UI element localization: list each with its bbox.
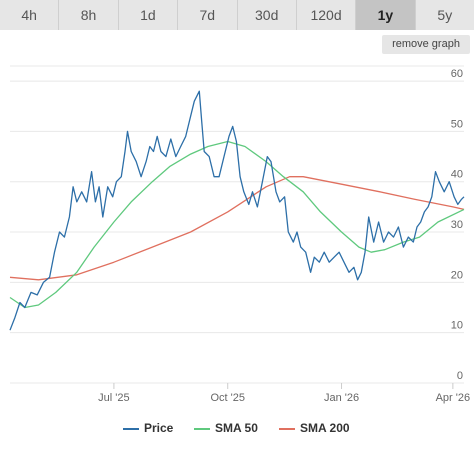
legend-label: SMA 50 (215, 421, 258, 435)
y-tick-label: 20 (451, 269, 463, 281)
series-line-price (9, 90, 465, 331)
y-axis-ticks: 0 10 20 30 40 50 60 (451, 68, 463, 382)
y-tick-label: 10 (451, 320, 463, 332)
remove-graph-button[interactable]: remove graph (382, 35, 470, 54)
legend-swatch (123, 428, 139, 430)
series-line-sma-200 (9, 176, 465, 281)
range-tab-8h[interactable]: 8h (59, 0, 119, 30)
y-tick-label: 0 (457, 370, 463, 382)
y-tick-label: 60 (451, 68, 463, 80)
gridlines (10, 65, 464, 384)
series-lines (9, 90, 465, 331)
range-tab-30d[interactable]: 30d (237, 0, 297, 30)
range-tab-7d[interactable]: 7d (178, 0, 238, 30)
range-tab-120d[interactable]: 120d (296, 0, 357, 30)
y-tick-label: 30 (451, 219, 463, 231)
x-tick-label: Jan '26 (324, 392, 359, 404)
range-tab-1d[interactable]: 1d (118, 0, 179, 30)
legend-swatch (194, 428, 210, 430)
range-tab-1y[interactable]: 1y (356, 0, 416, 30)
range-tab-4h[interactable]: 4h (0, 0, 60, 30)
legend-swatch (279, 428, 295, 430)
x-tick-label: Apr '26 (436, 392, 471, 404)
range-tab-5y[interactable]: 5y (415, 0, 474, 30)
y-tick-label: 40 (451, 169, 463, 181)
x-tick-label: Oct '25 (210, 392, 245, 404)
chart-legend: Price SMA 50 SMA 200 (0, 418, 474, 440)
legend-label: SMA 200 (300, 421, 350, 435)
x-tick-label: Jul '25 (98, 392, 129, 404)
y-tick-label: 50 (451, 118, 463, 130)
legend-label: Price (144, 421, 174, 435)
price-chart: 0 10 20 30 40 50 60 Jul '25 Oct '25 Jan '26 Apr '… (9, 65, 470, 404)
range-tabs: 4h 8h 1d 7d 30d 120d 1y 5y (0, 0, 474, 30)
x-axis-ticks: Jul '25 Oct '25 Jan '26 Apr '26 (98, 383, 470, 404)
